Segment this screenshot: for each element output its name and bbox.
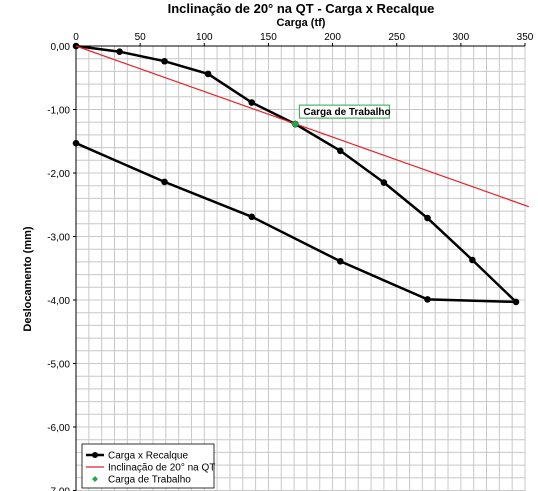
- series-line-1: [75, 45, 530, 208]
- chart-title: Inclinação de 20° na QT - Carga x Recalq…: [168, 1, 435, 16]
- y-tick-label: -3,00: [47, 233, 70, 244]
- data-point: [336, 147, 344, 155]
- data-point: [248, 213, 256, 221]
- data-point: [72, 139, 80, 147]
- annotation-label: Carga de Trabalho: [303, 107, 390, 118]
- data-point: [161, 178, 168, 186]
- data-point: [116, 48, 123, 56]
- legend-box: [81, 443, 215, 489]
- x-tick-label: 300: [453, 32, 470, 43]
- legend-entry: Inclinação de 20° na QT: [108, 463, 215, 474]
- legend-marker: [92, 452, 98, 458]
- plot-series: [72, 42, 530, 306]
- y-tick-label: 0,00: [51, 42, 71, 53]
- x-tick-label: 150: [260, 32, 277, 43]
- y-axis-label: Deslocamento (mm): [22, 226, 34, 331]
- data-point: [424, 214, 431, 222]
- y-tick-label: -2,00: [47, 169, 70, 180]
- data-point: [380, 179, 388, 186]
- legend-entry: Carga de Trabalho: [108, 475, 191, 486]
- y-tick-label: -7,00: [47, 487, 70, 491]
- y-tick-label: -1,00: [47, 106, 70, 117]
- y-tick-label: -4,00: [47, 296, 70, 307]
- x-axis-label: Carga (tf): [277, 17, 326, 29]
- annotations: Carga de Trabalho: [298, 104, 391, 119]
- data-point: [469, 256, 476, 264]
- legend-marker: [92, 476, 98, 482]
- data-point: [512, 298, 520, 306]
- data-point: [336, 257, 344, 265]
- data-point: [161, 57, 168, 65]
- x-tick-label: 50: [135, 32, 147, 43]
- series-line-0: [75, 44, 520, 304]
- x-axis: 0 50 100 150 200 250 300 350: [73, 32, 534, 46]
- x-tick-label: 350: [517, 32, 534, 43]
- y-tick-label: -5,00: [47, 360, 70, 371]
- annotation-box: [298, 104, 390, 119]
- x-tick-label: 100: [196, 32, 213, 43]
- y-axis: 0,00 -1,00 -2,00 -3,00 -4,00 -5,00 -6,00 -7,00: [47, 42, 76, 491]
- legend-entry: Carga x Recalque: [108, 451, 188, 462]
- plot-area: [76, 46, 525, 491]
- x-tick-label: 250: [388, 32, 405, 43]
- data-point: [248, 99, 256, 106]
- x-tick-label: 0: [73, 32, 79, 43]
- working-load-point: [291, 120, 300, 129]
- data-point: [424, 296, 431, 303]
- x-tick-label: 200: [324, 32, 341, 43]
- y-tick-label: -6,00: [47, 423, 70, 434]
- data-point: [204, 70, 212, 78]
